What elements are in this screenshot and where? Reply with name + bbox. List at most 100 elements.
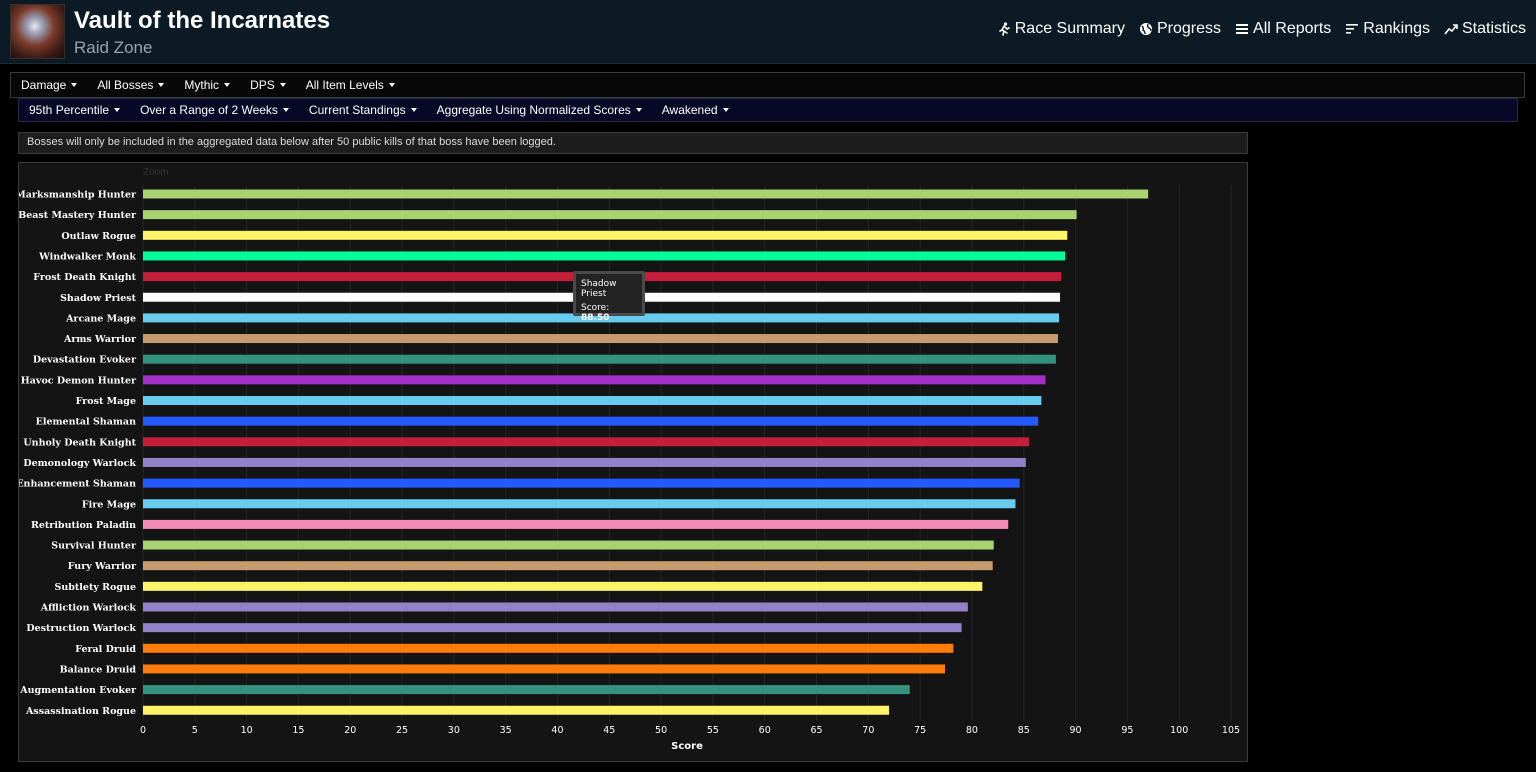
bar-elemental-shaman[interactable] [143, 416, 1039, 426]
bar-enhancement-shaman[interactable] [143, 478, 1020, 488]
caret-down-icon [224, 83, 231, 87]
category-label: Retribution Paladin [31, 520, 136, 531]
nav-all-reports[interactable]: All Reports [1235, 20, 1331, 38]
category-label: Frost Mage [76, 396, 136, 407]
bar-destruction-warlock[interactable] [143, 623, 962, 633]
bar-arms-warrior[interactable] [143, 334, 1058, 344]
filter-label: Damage [21, 78, 67, 92]
x-tick-label: 40 [551, 725, 563, 736]
filter-label: Mythic [184, 78, 220, 92]
x-tick-label: 65 [810, 725, 822, 736]
top-navigation: Race Summary Progress All Reports Rankin… [997, 20, 1526, 38]
bar-balance-druid[interactable] [143, 664, 946, 674]
category-label: Marksmanship Hunter [19, 190, 137, 201]
category-label: Survival Hunter [51, 541, 137, 552]
caret-down-icon [722, 108, 729, 112]
category-label: Frost Death Knight [33, 272, 136, 283]
trend-icon [1444, 22, 1458, 36]
x-tick-label: 35 [500, 725, 512, 736]
caret-down-icon [388, 83, 395, 87]
category-label: Elemental Shaman [36, 417, 136, 428]
caret-down-icon [114, 108, 121, 112]
x-tick-label: 20 [344, 725, 356, 736]
x-axis-title: Score [671, 741, 703, 752]
x-tick-label: 55 [707, 725, 719, 736]
x-tick-label: 80 [966, 725, 978, 736]
zone-icon [10, 4, 65, 59]
page-subtitle: Raid Zone [74, 38, 153, 57]
bar-arcane-mage[interactable] [143, 313, 1059, 323]
rankings-icon [1345, 22, 1359, 36]
caret-down-icon [71, 83, 78, 87]
caret-down-icon [635, 108, 642, 112]
bar-outlaw-rogue[interactable] [143, 230, 1068, 240]
filter-mode-dropdown[interactable]: Awakened [652, 103, 739, 117]
bar-retribution-paladin[interactable] [143, 519, 1009, 529]
filter-standings-dropdown[interactable]: Current Standings [299, 103, 427, 117]
filter-percentile-dropdown[interactable]: 95th Percentile [19, 103, 130, 117]
tooltip-name: Shadow Priest [581, 279, 617, 299]
nav-race-summary[interactable]: Race Summary [997, 20, 1125, 38]
bar-demonology-warlock[interactable] [143, 457, 1026, 467]
filter-role-dropdown[interactable]: DPS [240, 78, 296, 92]
bar-assassination-rogue[interactable] [143, 705, 890, 715]
filter-label: All Item Levels [305, 78, 384, 92]
bar-augmentation-evoker[interactable] [143, 685, 910, 695]
caret-down-icon [410, 108, 417, 112]
category-label: Assassination Rogue [25, 706, 136, 717]
x-tick-label: 15 [292, 725, 304, 736]
x-tick-label: 30 [448, 725, 460, 736]
category-label: Affliction Warlock [40, 603, 137, 614]
bar-fury-warrior[interactable] [143, 561, 993, 571]
category-label: Arcane Mage [65, 313, 136, 324]
filter-metric-dropdown[interactable]: Damage [11, 78, 87, 92]
bar-feral-druid[interactable] [143, 643, 954, 653]
category-label: Unholy Death Knight [23, 437, 136, 448]
filter-item-level-dropdown[interactable]: All Item Levels [296, 78, 405, 92]
nav-progress-label: Progress [1157, 20, 1222, 37]
bar-havoc-demon-hunter[interactable] [143, 375, 1046, 385]
bar-devastation-evoker[interactable] [143, 354, 1056, 364]
nav-rankings[interactable]: Rankings [1345, 20, 1430, 38]
filter-label: Over a Range of 2 Weeks [140, 103, 278, 117]
notice-banner: Bosses will only be included in the aggr… [18, 132, 1248, 154]
category-label: Enhancement Shaman [19, 479, 136, 490]
list-icon [1235, 22, 1249, 36]
bar-windwalker-monk[interactable] [143, 251, 1066, 261]
x-tick-label: 25 [396, 725, 408, 736]
zoom-label[interactable]: Zoom [143, 167, 169, 178]
filter-boss-dropdown[interactable]: All Bosses [87, 78, 174, 92]
bar-frost-mage[interactable] [143, 396, 1042, 405]
category-label: Destruction Warlock [26, 623, 136, 634]
bar-marksmanship-hunter[interactable] [143, 189, 1149, 199]
category-label: Arms Warrior [63, 334, 137, 345]
x-tick-label: 45 [603, 725, 615, 736]
filter-difficulty-dropdown[interactable]: Mythic [174, 78, 240, 92]
filter-range-dropdown[interactable]: Over a Range of 2 Weeks [130, 103, 299, 117]
x-tick-label: 75 [914, 725, 926, 736]
nav-progress[interactable]: Progress [1139, 20, 1221, 38]
page-title: Vault of the Incarnates [74, 7, 331, 34]
chart-panel: Zoom Marksmanship Hunter Beast Mastery Hu… [18, 162, 1248, 762]
bar-fire-mage[interactable] [143, 499, 1016, 509]
x-tick-label: 90 [1070, 725, 1082, 736]
caret-down-icon [279, 83, 286, 87]
nav-race-summary-label: Race Summary [1014, 20, 1125, 37]
category-label: Balance Druid [60, 664, 137, 675]
x-tick-label: 5 [192, 725, 198, 736]
category-label: Beast Mastery Hunter [19, 210, 137, 221]
filter-label: DPS [250, 78, 275, 92]
x-tick-label: 70 [862, 725, 874, 736]
category-label: Subtlety Rogue [55, 582, 137, 593]
bar-survival-hunter[interactable] [143, 540, 994, 550]
category-label: Windwalker Monk [38, 251, 136, 262]
category-label: Havoc Demon Hunter [21, 375, 137, 386]
nav-statistics[interactable]: Statistics [1444, 20, 1526, 38]
bar-affliction-warlock[interactable] [143, 602, 968, 612]
bar-unholy-death-knight[interactable] [143, 437, 1029, 447]
category-label: Fury Warrior [68, 561, 137, 572]
bar-beast-mastery-hunter[interactable] [143, 210, 1077, 220]
caret-down-icon [158, 83, 165, 87]
bar-subtlety-rogue[interactable] [143, 581, 983, 591]
filter-aggregate-dropdown[interactable]: Aggregate Using Normalized Scores [427, 103, 652, 117]
